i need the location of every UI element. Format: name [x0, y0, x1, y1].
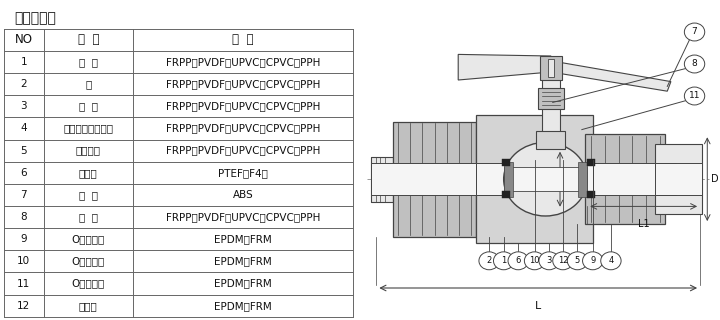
- Text: 8: 8: [692, 60, 698, 68]
- Text: 6: 6: [20, 168, 27, 178]
- Text: EPDM、FRM: EPDM、FRM: [214, 301, 271, 311]
- Bar: [540, 56, 562, 80]
- Text: FRPP、PVDF、UPVC、CPVC、PPH: FRPP、PVDF、UPVC、CPVC、PPH: [166, 79, 320, 89]
- Text: 1: 1: [20, 57, 27, 67]
- Text: O型密封圈: O型密封圈: [71, 256, 105, 267]
- Text: 11: 11: [17, 279, 30, 289]
- Circle shape: [685, 87, 705, 105]
- Bar: [502, 159, 510, 166]
- Bar: [504, 162, 513, 197]
- Circle shape: [685, 23, 705, 41]
- Text: 拼紧螺帽: 拼紧螺帽: [76, 146, 101, 156]
- Bar: [585, 163, 676, 195]
- Text: 2: 2: [20, 79, 27, 89]
- Bar: [539, 88, 564, 109]
- Text: O型密封圈: O型密封圈: [71, 234, 105, 244]
- Text: 3: 3: [546, 256, 552, 265]
- Text: 4: 4: [20, 124, 27, 133]
- Text: 密封圈: 密封圈: [79, 301, 98, 311]
- Text: EPDM、FRM: EPDM、FRM: [214, 234, 271, 244]
- Bar: [548, 59, 554, 77]
- Text: FRPP、PVDF、UPVC、CPVC、PPH: FRPP、PVDF、UPVC、CPVC、PPH: [166, 212, 320, 222]
- Text: 5: 5: [20, 146, 27, 156]
- Polygon shape: [458, 54, 551, 80]
- Text: 手  柄: 手 柄: [78, 190, 98, 200]
- Text: 阀  杆: 阀 杆: [78, 212, 98, 222]
- Text: L: L: [535, 301, 541, 311]
- Text: FRPP、PVDF、UPVC、CPVC、PPH: FRPP、PVDF、UPVC、CPVC、PPH: [166, 124, 320, 133]
- Text: 1: 1: [501, 256, 506, 265]
- Text: EPDM、FRM: EPDM、FRM: [214, 256, 271, 267]
- Text: ABS: ABS: [233, 190, 253, 200]
- Circle shape: [582, 252, 603, 270]
- Text: 6: 6: [516, 256, 521, 265]
- Bar: [585, 134, 665, 224]
- Text: 10: 10: [17, 256, 30, 267]
- Circle shape: [685, 55, 705, 73]
- Text: 9: 9: [20, 234, 27, 244]
- Circle shape: [524, 252, 545, 270]
- Circle shape: [553, 252, 573, 270]
- Text: FRPP、PVDF、UPVC、CPVC、PPH: FRPP、PVDF、UPVC、CPVC、PPH: [166, 146, 320, 156]
- Text: 阀  体: 阀 体: [78, 57, 98, 67]
- Text: 11: 11: [689, 92, 701, 100]
- Text: 名  称: 名 称: [78, 33, 99, 46]
- Text: PTEF（F4）: PTEF（F4）: [218, 168, 268, 178]
- Text: 9: 9: [590, 256, 595, 265]
- Text: D: D: [711, 174, 719, 184]
- Text: 7: 7: [692, 28, 698, 36]
- Bar: [504, 167, 588, 191]
- Text: 4: 4: [608, 256, 613, 265]
- Bar: [654, 163, 702, 195]
- Circle shape: [493, 252, 514, 270]
- Text: DN: DN: [542, 173, 551, 186]
- Text: NO: NO: [14, 33, 32, 46]
- Text: 3: 3: [20, 101, 27, 111]
- Bar: [542, 77, 560, 142]
- Bar: [502, 191, 510, 198]
- Bar: [588, 159, 595, 166]
- Text: 12: 12: [17, 301, 30, 311]
- Text: 球: 球: [85, 79, 91, 89]
- Text: FRPP、PVDF、UPVC、CPVC、PPH: FRPP、PVDF、UPVC、CPVC、PPH: [166, 57, 320, 67]
- Bar: [393, 122, 477, 237]
- Bar: [654, 144, 702, 214]
- Bar: [536, 131, 565, 149]
- Bar: [371, 157, 393, 202]
- Circle shape: [479, 252, 499, 270]
- Bar: [477, 115, 593, 243]
- Circle shape: [567, 252, 588, 270]
- Text: 2: 2: [487, 256, 492, 265]
- Text: FRPP、PVDF、UPVC、CPVC、PPH: FRPP、PVDF、UPVC、CPVC、PPH: [166, 101, 320, 111]
- Text: 10: 10: [529, 256, 540, 265]
- Bar: [477, 163, 593, 195]
- Bar: [588, 191, 595, 198]
- Text: 12: 12: [558, 256, 568, 265]
- Text: 接头（螺口承接）: 接头（螺口承接）: [63, 124, 113, 133]
- Circle shape: [504, 142, 588, 216]
- Text: O型密封圈: O型密封圈: [71, 279, 105, 289]
- Bar: [578, 162, 588, 197]
- Text: 密封圈: 密封圈: [79, 168, 98, 178]
- Text: EPDM、FRM: EPDM、FRM: [214, 279, 271, 289]
- Text: L1: L1: [638, 219, 649, 229]
- Text: 7: 7: [20, 190, 27, 200]
- Bar: [371, 163, 477, 195]
- Circle shape: [539, 252, 559, 270]
- Text: 材  质: 材 质: [232, 33, 253, 46]
- Text: 8: 8: [20, 212, 27, 222]
- Text: 压  紧: 压 紧: [78, 101, 98, 111]
- Circle shape: [600, 252, 621, 270]
- Text: 零件材质表: 零件材质表: [14, 11, 56, 25]
- Text: 5: 5: [575, 256, 580, 265]
- Circle shape: [508, 252, 528, 270]
- Polygon shape: [551, 61, 671, 91]
